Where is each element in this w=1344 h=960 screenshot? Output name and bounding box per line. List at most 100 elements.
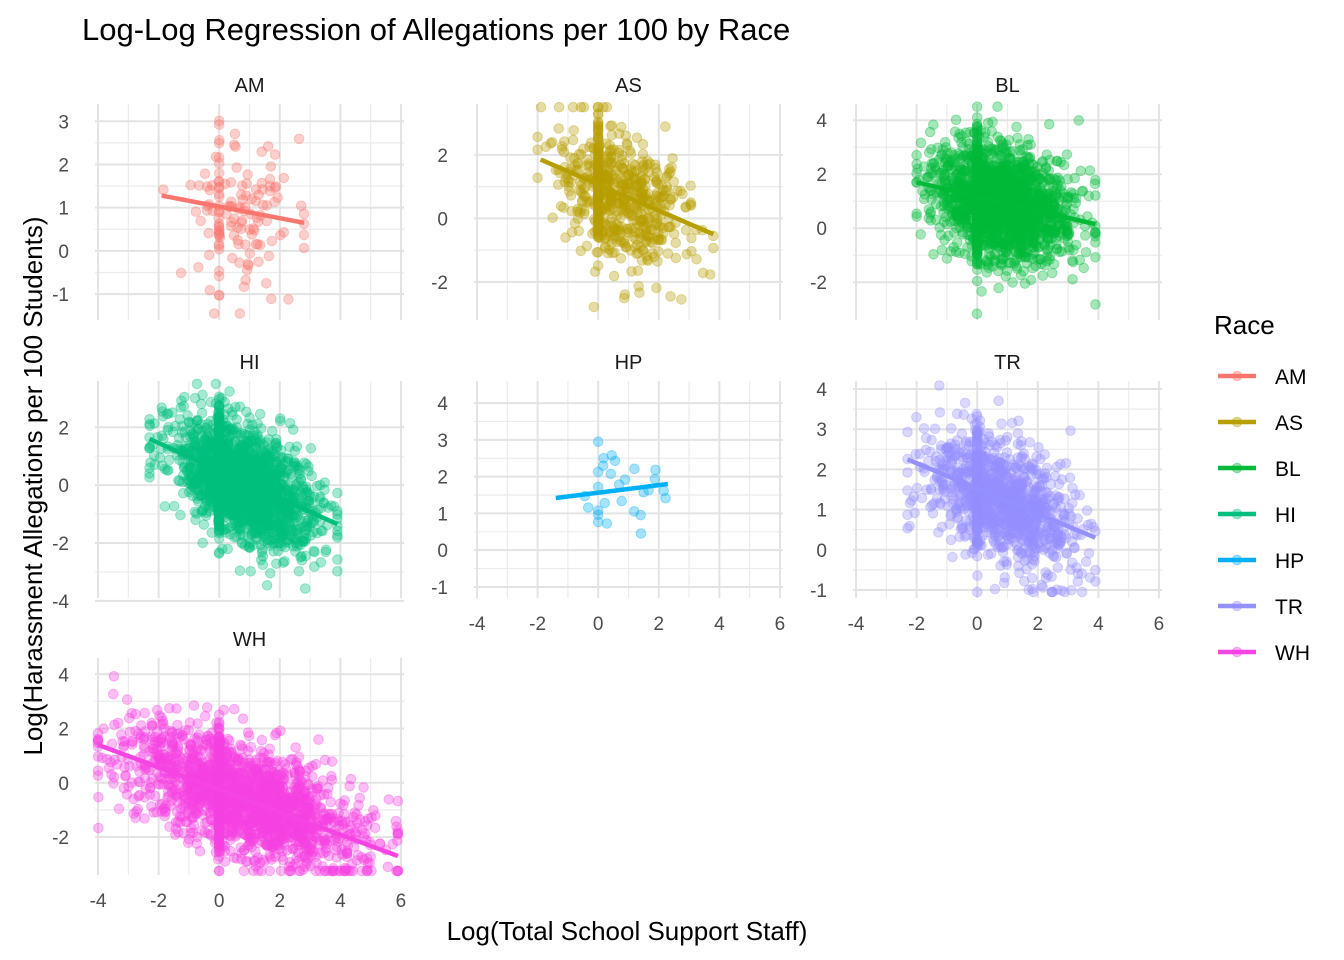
point-as <box>604 226 616 237</box>
point-am <box>264 180 276 192</box>
point-hi <box>144 442 155 454</box>
point-as <box>640 224 652 235</box>
point-as <box>592 203 604 215</box>
point-am <box>213 225 225 236</box>
point-hi <box>332 509 343 520</box>
y-tick-label: -4 <box>52 592 69 613</box>
point-as <box>581 240 593 252</box>
point-as <box>592 157 604 169</box>
point-as <box>637 148 649 160</box>
point-bl <box>1030 228 1041 239</box>
point-as <box>645 236 656 248</box>
point-hi <box>315 557 327 568</box>
point-am <box>213 220 225 232</box>
point-hi <box>284 418 296 429</box>
point-hp <box>650 464 661 476</box>
point-hi <box>201 486 212 498</box>
point-as <box>649 195 661 206</box>
facet-label-bl: BL <box>995 75 1019 97</box>
point-bl <box>1080 247 1092 258</box>
point-as <box>615 252 627 264</box>
point-as <box>603 201 615 213</box>
point-as <box>563 176 574 188</box>
point-hi <box>144 468 155 479</box>
point-as <box>592 225 604 237</box>
point-hi <box>257 551 269 562</box>
point-am <box>278 172 290 184</box>
point-hi <box>210 378 222 390</box>
point-as <box>621 241 632 253</box>
point-hi <box>168 500 180 512</box>
point-bl <box>1043 119 1055 130</box>
point-as <box>572 157 583 169</box>
point-am <box>213 176 225 188</box>
point-hi <box>296 555 308 566</box>
point-hi <box>201 507 212 519</box>
point-as <box>592 171 604 183</box>
point-bl <box>915 137 927 149</box>
point-hi <box>254 494 266 505</box>
point-as <box>652 256 663 267</box>
point-bl <box>1000 169 1012 180</box>
point-as <box>648 251 660 263</box>
point-am <box>272 192 284 203</box>
point-bl <box>945 216 956 227</box>
point-hi <box>241 406 252 418</box>
point-am <box>213 176 225 187</box>
point-as <box>576 204 587 215</box>
point-hi <box>252 429 263 441</box>
point-as <box>650 159 661 170</box>
point-am <box>240 274 251 286</box>
y-tick-label: 0 <box>816 541 827 562</box>
point-as <box>632 265 644 277</box>
point-am <box>213 191 225 202</box>
point-bl <box>949 126 961 137</box>
point-as <box>575 149 587 160</box>
point-bl <box>1090 237 1101 248</box>
point-bl <box>1009 255 1021 267</box>
points-hi <box>144 378 343 594</box>
panel-hi: HI-4-202 <box>52 352 404 613</box>
point-am <box>226 216 237 228</box>
point-hp <box>605 468 617 480</box>
point-am <box>204 184 216 196</box>
point-am <box>225 177 237 188</box>
point-as <box>603 172 614 184</box>
point-hi <box>254 408 266 420</box>
point-as <box>632 182 644 193</box>
point-hi <box>213 412 225 424</box>
point-as <box>652 178 664 190</box>
point-bl <box>1067 274 1078 285</box>
point-am <box>265 161 277 172</box>
point-as <box>665 291 676 302</box>
y-tick-label: 0 <box>437 209 448 230</box>
point-am <box>262 141 274 152</box>
point-am <box>213 182 225 193</box>
point-bl <box>937 164 949 175</box>
point-as <box>559 136 570 147</box>
point-am <box>213 265 225 277</box>
point-as <box>532 172 543 184</box>
y-tick-label: 4 <box>437 394 448 415</box>
point-as <box>592 192 604 204</box>
y-tick-label: 2 <box>816 460 827 481</box>
point-bl <box>1067 256 1079 268</box>
point-am <box>242 169 253 180</box>
point-as <box>603 199 614 210</box>
x-tick-label: -4 <box>848 614 865 635</box>
chart-title: Log-Log Regression of Allegations per 10… <box>82 12 790 47</box>
point-hi <box>192 414 203 426</box>
point-as <box>608 178 619 189</box>
point-as <box>555 200 567 212</box>
point-bl <box>993 241 1005 253</box>
point-am <box>278 227 290 238</box>
facet-label-as: AS <box>615 75 642 97</box>
point-as <box>681 249 693 260</box>
x-tick-label: 4 <box>714 614 725 635</box>
point-as <box>660 121 671 132</box>
point-as <box>667 153 678 164</box>
point-hi <box>213 519 225 531</box>
point-am <box>213 152 225 163</box>
